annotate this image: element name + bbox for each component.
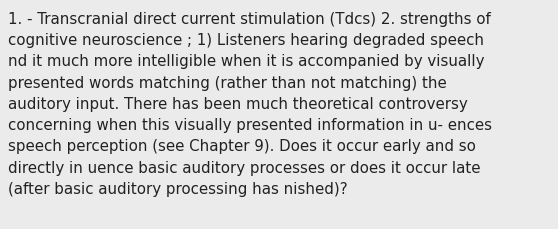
Text: 1. - Transcranial direct current stimulation (Tdcs) 2. strengths of
cognitive ne: 1. - Transcranial direct current stimula…: [8, 12, 492, 196]
